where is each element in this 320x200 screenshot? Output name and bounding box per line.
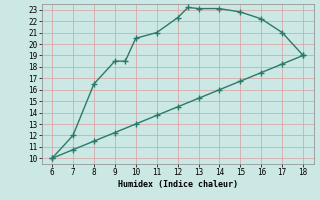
X-axis label: Humidex (Indice chaleur): Humidex (Indice chaleur): [118, 180, 237, 189]
